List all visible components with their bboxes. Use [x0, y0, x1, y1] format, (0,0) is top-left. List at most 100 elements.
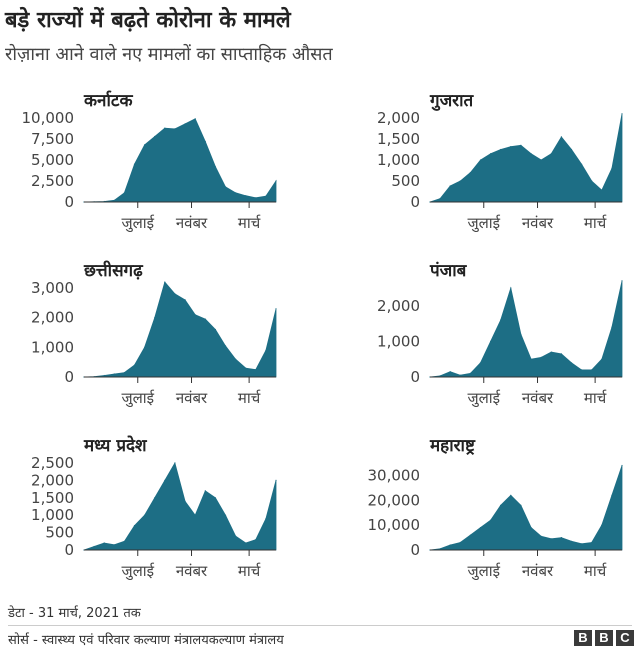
chart-title: छत्तीसगढ़	[83, 260, 144, 281]
data-point	[133, 525, 136, 527]
data-point	[581, 163, 583, 165]
data-point	[123, 192, 125, 194]
x-tick-label: जुलाई	[121, 389, 155, 408]
data-point	[245, 367, 247, 369]
data-point	[500, 319, 502, 321]
data-point	[490, 519, 492, 521]
data-point	[479, 362, 482, 364]
data-point	[275, 479, 277, 481]
data-point	[469, 372, 471, 374]
chart-panel-1: कर्नाटक 0 2,500 5,000 7,500 10,000 जुलाई नवंबर म…	[22, 90, 277, 233]
data-point	[520, 144, 522, 146]
data-point	[510, 287, 512, 289]
chart-panel-4: पंजाब 0 1,000 2,000 जुलाई नवंबर मार्च	[377, 261, 623, 408]
x-tick-label: नवंबर	[522, 214, 554, 232]
data-point	[449, 544, 451, 546]
footer-divider	[8, 625, 632, 626]
data-point	[621, 113, 623, 115]
series-area	[83, 461, 277, 551]
data-point	[621, 280, 623, 282]
data-point	[530, 153, 532, 155]
page-title: बड़े राज्यों में बढ़ते कोरोना के मामले	[5, 8, 291, 33]
y-tick-label: 1,000	[31, 338, 74, 356]
data-point	[560, 136, 563, 138]
data-point	[123, 372, 125, 374]
data-point	[540, 535, 542, 537]
y-tick-label: 0	[410, 368, 420, 386]
y-tick-label: 5,000	[31, 151, 74, 169]
y-tick-label: 500	[45, 524, 74, 542]
data-point	[144, 346, 146, 348]
data-point	[560, 537, 563, 539]
data-point	[204, 140, 206, 143]
data-point	[530, 527, 532, 529]
series-area	[429, 280, 623, 378]
data-point	[154, 135, 156, 138]
y-tick-label: 7,500	[31, 130, 74, 148]
data-point	[164, 127, 166, 129]
x-tick-label: जुलाई	[467, 214, 501, 233]
data-point	[439, 198, 441, 200]
data-point	[550, 153, 552, 155]
data-point	[449, 185, 451, 187]
y-tick-label: 0	[410, 541, 420, 559]
data-point	[581, 369, 583, 371]
y-tick-label: 1,500	[31, 489, 74, 507]
data-point	[204, 490, 206, 492]
data-point	[113, 199, 115, 201]
x-tick-label: मार्च	[238, 389, 261, 407]
data-point	[510, 494, 512, 496]
series-area	[429, 465, 623, 551]
data-point	[611, 494, 613, 496]
data-point	[469, 534, 471, 536]
data-point	[459, 541, 461, 544]
data-point	[214, 497, 216, 499]
series-area	[83, 118, 277, 203]
data-point	[154, 317, 156, 319]
data-point	[194, 514, 196, 516]
data-point	[621, 464, 623, 467]
y-tick-label: 0	[64, 368, 74, 386]
data-point	[224, 514, 227, 516]
data-point	[235, 358, 237, 360]
data-point	[540, 356, 542, 358]
data-point	[144, 514, 146, 516]
chart-panel-3: छत्तीसगढ़ 0 1,000 2,000 3,000 जुलाई नवंबर मार्च	[31, 260, 277, 408]
data-point	[133, 163, 136, 165]
y-tick-label: 2,000	[377, 109, 420, 127]
x-tick-label: मार्च	[238, 214, 261, 232]
data-point	[520, 504, 522, 506]
y-tick-label: 1,000	[377, 151, 420, 169]
chart-panel-6: महाराष्ट्र 0 10,000 20,000 30,000 जुलाई नवंबर म…	[368, 436, 623, 581]
x-tick-label: नवंबर	[176, 389, 208, 407]
data-point	[490, 340, 492, 342]
data-point	[164, 479, 166, 481]
y-tick-label: 2,000	[377, 297, 420, 315]
data-point	[93, 545, 95, 548]
data-date-note: डेटा - 31 मार्च, 2021 तक	[8, 606, 141, 621]
y-tick-label: 20,000	[368, 491, 421, 509]
data-point	[439, 375, 441, 377]
data-point	[224, 186, 227, 188]
chart-title: मध्य प्रदेश	[83, 435, 148, 456]
y-tick-label: 2,500	[31, 454, 74, 472]
y-tick-label: 2,500	[31, 172, 74, 190]
data-point	[245, 195, 247, 197]
data-point	[144, 144, 146, 146]
data-point	[459, 374, 461, 376]
data-point	[214, 166, 216, 168]
data-point	[275, 180, 277, 182]
data-point	[194, 314, 196, 316]
series-area	[83, 281, 277, 378]
data-point	[133, 364, 136, 366]
x-tick-label: नवंबर	[522, 389, 554, 407]
data-point	[174, 462, 176, 464]
data-point	[591, 369, 593, 371]
data-point	[469, 172, 471, 174]
page-subtitle: रोज़ाना आने वाले नए मामलों का साप्ताहिक …	[5, 44, 333, 65]
data-point	[601, 189, 603, 191]
data-point	[224, 345, 227, 347]
data-point	[154, 497, 156, 499]
x-tick-label: जुलाई	[121, 214, 155, 233]
